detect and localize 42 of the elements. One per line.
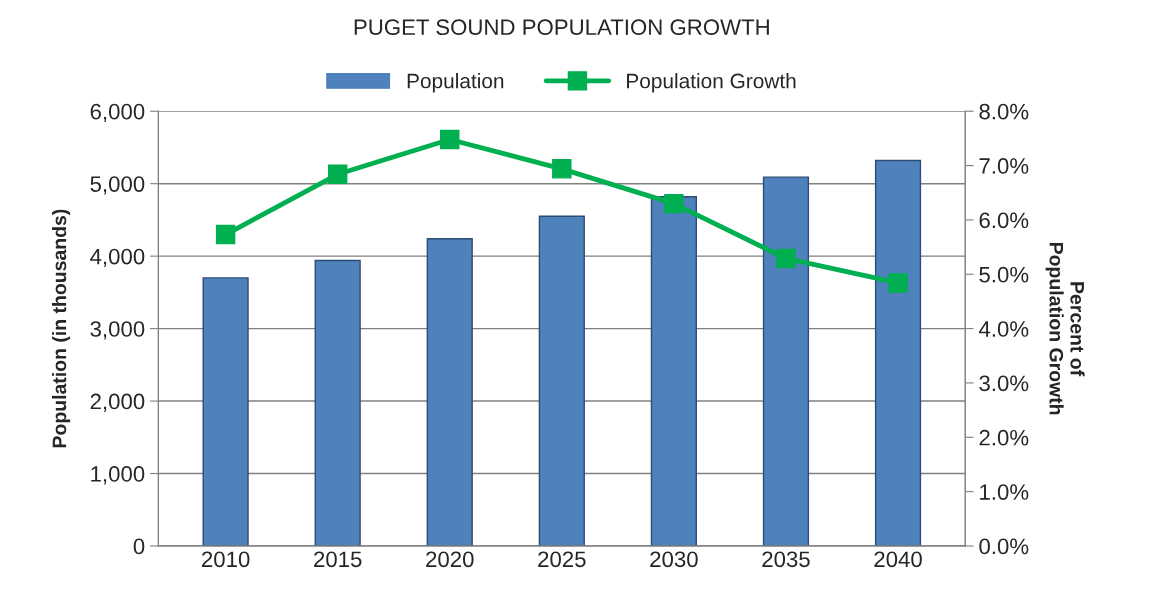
- y-tick-label: 0: [133, 538, 145, 555]
- point: [215, 224, 236, 245]
- point: [664, 193, 684, 214]
- x-tick-label: 2030: [650, 551, 698, 568]
- chart-title: PUGET SOUND POPULATION GROWTH: [354, 19, 769, 36]
- y-axis-title: Population (in thousands): [52, 209, 71, 448]
- x-tick-label: 2020: [426, 551, 474, 568]
- bar: [650, 196, 697, 546]
- bar: [762, 176, 810, 546]
- y2-tick-label: 3.0%: [979, 375, 1029, 392]
- y-tick-label: 1,000: [91, 466, 145, 485]
- y-tick-label: 2,000: [90, 393, 145, 412]
- x-tick-label: 2035: [762, 551, 810, 568]
- legend-label: Population Growth: [627, 73, 796, 93]
- bar: [314, 259, 361, 546]
- bar: [874, 159, 922, 546]
- x-tick-label: 2010: [202, 551, 250, 568]
- y2-axis-title: Percent of Population Growth: [1045, 242, 1085, 415]
- y-tick-label: 5,000: [90, 176, 145, 195]
- point: [888, 273, 908, 293]
- y2-tick-label: 6.0%: [979, 212, 1029, 229]
- point: [327, 164, 348, 184]
- bar: [426, 238, 473, 546]
- y2-tick-label: 5.0%: [979, 266, 1029, 283]
- point: [776, 248, 796, 269]
- x-tick-label: 2025: [538, 551, 586, 568]
- y2-tick-label: 8.0%: [979, 103, 1029, 120]
- x-tick-label: 2040: [874, 551, 922, 568]
- y-tick-label: 4,000: [90, 248, 145, 268]
- point: [440, 129, 460, 150]
- bar: [202, 277, 249, 546]
- y2-tick-label: 2.0%: [979, 429, 1029, 446]
- bar: [538, 215, 585, 546]
- y2-tick-label: 1.0%: [980, 484, 1029, 500]
- x-tick-label: 2015: [314, 551, 362, 568]
- y-tick-label: 6,000: [90, 103, 145, 123]
- y-tick-label: 3,000: [90, 321, 145, 340]
- y2-tick-label: 4.0%: [978, 321, 1029, 337]
- y2-tick-label: 0.0%: [979, 538, 1029, 555]
- legend-label: Population: [407, 73, 504, 93]
- point: [552, 159, 572, 179]
- y2-tick-label: 7.0%: [979, 158, 1029, 174]
